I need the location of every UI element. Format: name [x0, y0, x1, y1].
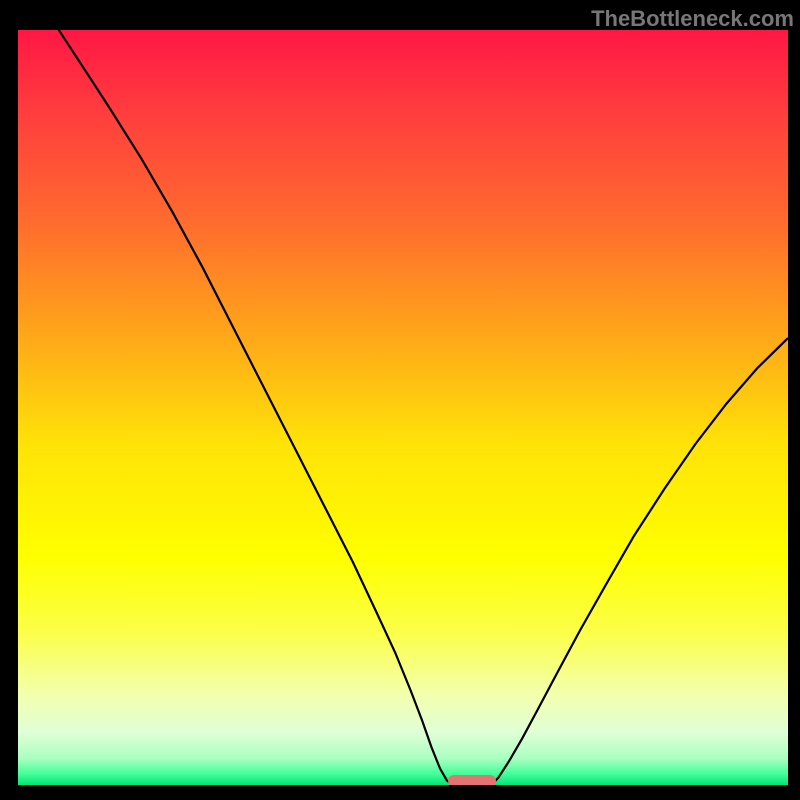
bottleneck-curves [18, 30, 788, 785]
left-curve [59, 30, 453, 785]
optimal-marker [448, 775, 496, 785]
plot-area [18, 30, 788, 785]
right-curve [492, 338, 788, 785]
chart-container: TheBottleneck.com [0, 0, 800, 800]
watermark-text: TheBottleneck.com [591, 6, 794, 32]
